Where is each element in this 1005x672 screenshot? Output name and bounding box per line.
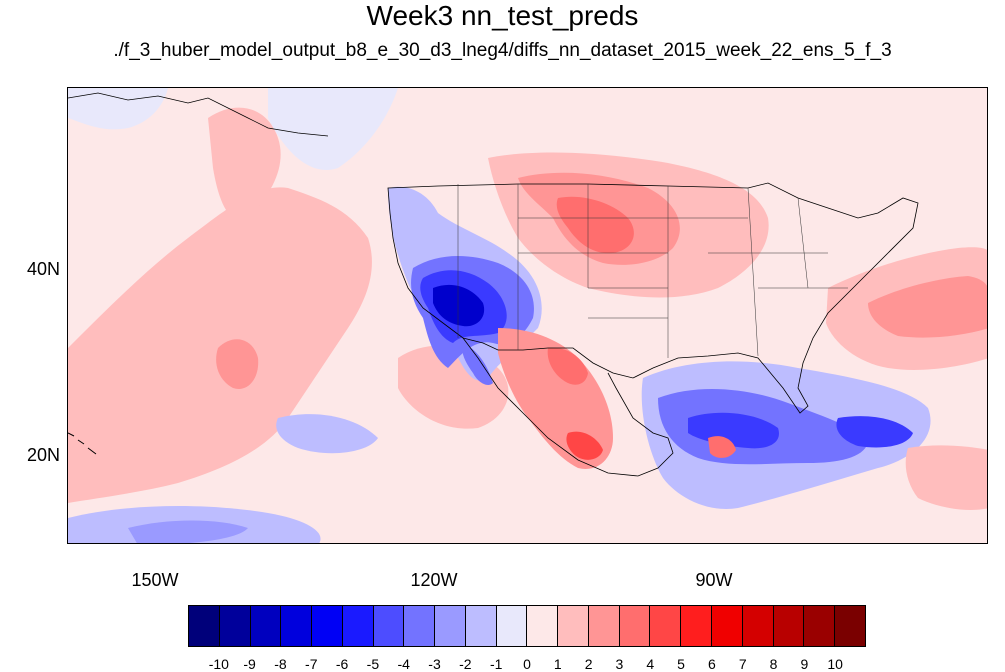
baja-cool — [462, 343, 493, 385]
colorbar-tick-label: -4 — [397, 656, 410, 672]
colorbar-swatch — [435, 606, 466, 646]
colorbar-swatch — [773, 606, 805, 646]
colorbar-tick-label: 5 — [677, 656, 685, 672]
colorbar-tick-label: -1 — [489, 656, 503, 672]
pacific-cool-southwest — [276, 414, 378, 454]
hawaii-islands — [68, 432, 97, 455]
colorbar-tick-label: -7 — [305, 656, 318, 672]
atlantic-warm-east — [905, 445, 987, 510]
colorbar-swatch — [742, 606, 774, 646]
colorbar-tick-label: 6 — [708, 656, 716, 672]
colorbar-tick-label: -5 — [366, 656, 380, 672]
colorbar-swatch — [804, 606, 836, 646]
us-outline — [387, 182, 919, 414]
pacific-warm-band — [68, 187, 372, 503]
colorbar-swatch — [527, 606, 559, 646]
colorbar-tick-label: 8 — [769, 656, 778, 672]
colorbar-tick-label: 1 — [553, 656, 562, 672]
colorbar-swatch — [619, 606, 651, 646]
colorbar-swatch — [189, 606, 220, 646]
colorbar-swatch — [373, 606, 405, 646]
colorbar-swatch — [835, 606, 865, 646]
pacific-cool-west — [268, 88, 398, 170]
lon-label-90w: 90W — [695, 570, 733, 590]
pacific-cool-south-core — [128, 520, 248, 543]
lon-label-120w: 120W — [410, 570, 458, 590]
mexico-outline — [462, 337, 674, 477]
colorbar-swatch — [404, 606, 436, 646]
pacific-warm-core — [216, 339, 259, 389]
colorbar-tick-label: -8 — [274, 656, 287, 672]
colorbar-swatch — [342, 606, 374, 646]
map-title: Week3 nn_test_preds — [366, 0, 639, 31]
colorbar-tick-label: -10 — [208, 656, 229, 672]
colorbar-tick-label: 4 — [646, 656, 655, 672]
colorbar-swatch — [281, 606, 313, 646]
field-plot — [68, 88, 987, 543]
map-panel — [67, 87, 988, 544]
atlantic-warmer — [868, 276, 987, 338]
north-pacific-warm-band — [208, 107, 281, 220]
colorbar-swatch — [465, 606, 497, 646]
colorbar-swatch — [250, 606, 282, 646]
alaska-coast — [68, 92, 329, 137]
colorbar-swatch — [558, 606, 589, 646]
colorbar-swatch — [588, 606, 620, 646]
colorbar-swatch — [712, 606, 743, 646]
colorbar — [188, 605, 866, 647]
colorbar-swatch — [650, 606, 682, 646]
mexico-hot — [547, 347, 588, 385]
map-subtitle: ./f_3_huber_model_output_b8_e_30_d3_lneg… — [113, 40, 892, 61]
colorbar-tick-label: -3 — [428, 656, 441, 672]
colorbar-swatch — [496, 606, 528, 646]
colorbar-tick-label: 10 — [827, 656, 843, 672]
colorbar-tick-label: -6 — [335, 656, 349, 672]
colorbar-swatch — [219, 606, 251, 646]
caribbean-cold — [836, 416, 913, 448]
colorbar-tick-label: 3 — [615, 656, 624, 672]
gulf-warm-spot — [708, 436, 736, 458]
state-lines — [457, 184, 848, 358]
us-southwest-coldest — [433, 284, 485, 327]
colorbar-tick-label: 9 — [800, 656, 809, 672]
lat-label-40n: 40N — [26, 259, 60, 279]
colorbar-tick-label: -9 — [243, 656, 256, 672]
colorbar-swatch — [681, 606, 713, 646]
lon-label-150w: 150W — [131, 570, 179, 590]
lat-label-20n: 20N — [26, 445, 60, 465]
central-us-hot — [556, 196, 634, 254]
colorbar-tick-label: -2 — [459, 656, 472, 672]
colorbar-tick-label: 7 — [738, 656, 747, 672]
colorbar-tick-label: 2 — [584, 656, 593, 672]
mexico-south-hot — [566, 431, 603, 460]
colorbar-tick-label: 0 — [523, 656, 531, 672]
colorbar-swatch — [312, 606, 343, 646]
